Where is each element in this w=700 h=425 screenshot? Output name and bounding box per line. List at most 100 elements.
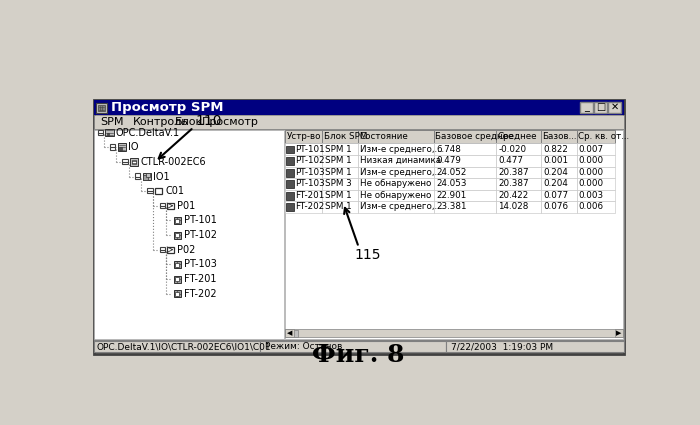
Text: PT-103: PT-103 (295, 179, 325, 188)
Text: Просмотр SPM: Просмотр SPM (111, 101, 223, 114)
Text: PT-101: PT-101 (183, 215, 216, 225)
Bar (541, 143, 577, 155)
Bar (174, 261, 181, 268)
Bar (434, 201, 496, 212)
Bar (144, 175, 148, 180)
Text: SPM 1: SPM 1 (325, 144, 351, 154)
Text: FT-202: FT-202 (183, 289, 216, 298)
Text: Просмотр: Просмотр (202, 117, 259, 127)
Bar (96, 102, 107, 113)
Bar (260, 341, 447, 352)
Bar (286, 157, 294, 165)
Bar (286, 330, 298, 337)
Text: Базов...: Базов... (542, 132, 577, 141)
Bar (496, 201, 541, 212)
Bar (358, 178, 434, 190)
Text: 24.052: 24.052 (436, 168, 467, 177)
Text: P01: P01 (177, 201, 196, 211)
Bar (577, 190, 615, 201)
Bar (94, 115, 624, 129)
Text: Блок: Блок (175, 117, 203, 127)
Text: 22.901: 22.901 (436, 191, 466, 200)
Bar (541, 178, 577, 190)
Text: Низкая динамика: Низкая динамика (360, 156, 442, 165)
Bar (175, 292, 179, 296)
Text: IO1: IO1 (153, 172, 169, 181)
Text: Изм-е среднего,...: Изм-е среднего,... (360, 168, 442, 177)
Bar (322, 155, 358, 167)
Bar (322, 143, 358, 155)
Text: _: _ (584, 102, 589, 112)
Bar (94, 129, 624, 340)
Bar (167, 246, 174, 253)
Text: ▶: ▶ (616, 330, 622, 336)
Text: 0.076: 0.076 (543, 202, 568, 211)
Bar (285, 130, 322, 143)
Text: SPM: SPM (100, 117, 123, 127)
Text: 0.204: 0.204 (543, 168, 568, 177)
Text: PT-103: PT-103 (295, 168, 325, 177)
Bar (286, 146, 294, 153)
Bar (322, 167, 358, 178)
Bar (130, 158, 138, 166)
Bar (322, 201, 358, 212)
Text: CTLR-002EC6: CTLR-002EC6 (140, 157, 206, 167)
Bar (285, 201, 322, 212)
Bar (322, 178, 358, 190)
Bar (160, 203, 165, 208)
Text: SPM 3: SPM 3 (325, 179, 351, 188)
Text: Изм-е среднего,...: Изм-е среднего,... (360, 202, 442, 211)
Bar (496, 178, 541, 190)
Text: SPM 1: SPM 1 (325, 156, 351, 165)
Bar (119, 147, 122, 150)
Bar (496, 155, 541, 167)
Bar (175, 278, 179, 281)
Text: Среднее: Среднее (498, 132, 537, 141)
Bar (285, 167, 322, 178)
Text: ✕: ✕ (610, 102, 619, 112)
Bar (110, 144, 116, 150)
Bar (122, 159, 128, 164)
Bar (146, 173, 150, 177)
Bar (105, 129, 114, 136)
Text: C01: C01 (165, 186, 184, 196)
Bar (118, 143, 126, 151)
Bar (94, 341, 260, 352)
Bar (285, 143, 322, 155)
Text: ◀: ◀ (287, 330, 292, 336)
Text: 115: 115 (355, 248, 382, 262)
Text: 0.479: 0.479 (436, 156, 461, 165)
Bar (167, 203, 174, 209)
Bar (577, 143, 615, 155)
Text: IO: IO (128, 142, 139, 152)
Bar (541, 167, 577, 178)
Bar (285, 178, 322, 190)
Text: 0.007: 0.007 (579, 144, 604, 154)
Text: Не обнаружено: Не обнаружено (360, 191, 432, 200)
Bar (285, 155, 322, 167)
Text: 0.003: 0.003 (579, 191, 604, 200)
Text: 20.387: 20.387 (498, 179, 529, 188)
Bar (322, 130, 358, 143)
Text: Не обнаружено: Не обнаружено (360, 179, 432, 188)
Bar (358, 155, 434, 167)
Bar (447, 341, 624, 352)
Bar (434, 130, 496, 143)
Bar (434, 190, 496, 201)
Text: 0.006: 0.006 (579, 202, 604, 211)
Bar (358, 167, 434, 178)
Text: 0.204: 0.204 (543, 179, 568, 188)
Text: 0.822: 0.822 (543, 144, 568, 154)
Text: 0.000: 0.000 (579, 168, 604, 177)
Bar (286, 192, 294, 200)
Text: SPM 1: SPM 1 (325, 191, 351, 200)
Text: 0.000: 0.000 (579, 179, 604, 188)
Text: FT-201: FT-201 (295, 191, 325, 200)
Bar (94, 99, 624, 115)
Bar (541, 201, 577, 212)
Text: 14.028: 14.028 (498, 202, 528, 211)
Text: 24.053: 24.053 (436, 179, 467, 188)
Text: PT-102: PT-102 (183, 230, 216, 240)
Text: 7/22/2003  1:19:03 PM: 7/22/2003 1:19:03 PM (451, 342, 553, 351)
Bar (577, 130, 615, 143)
